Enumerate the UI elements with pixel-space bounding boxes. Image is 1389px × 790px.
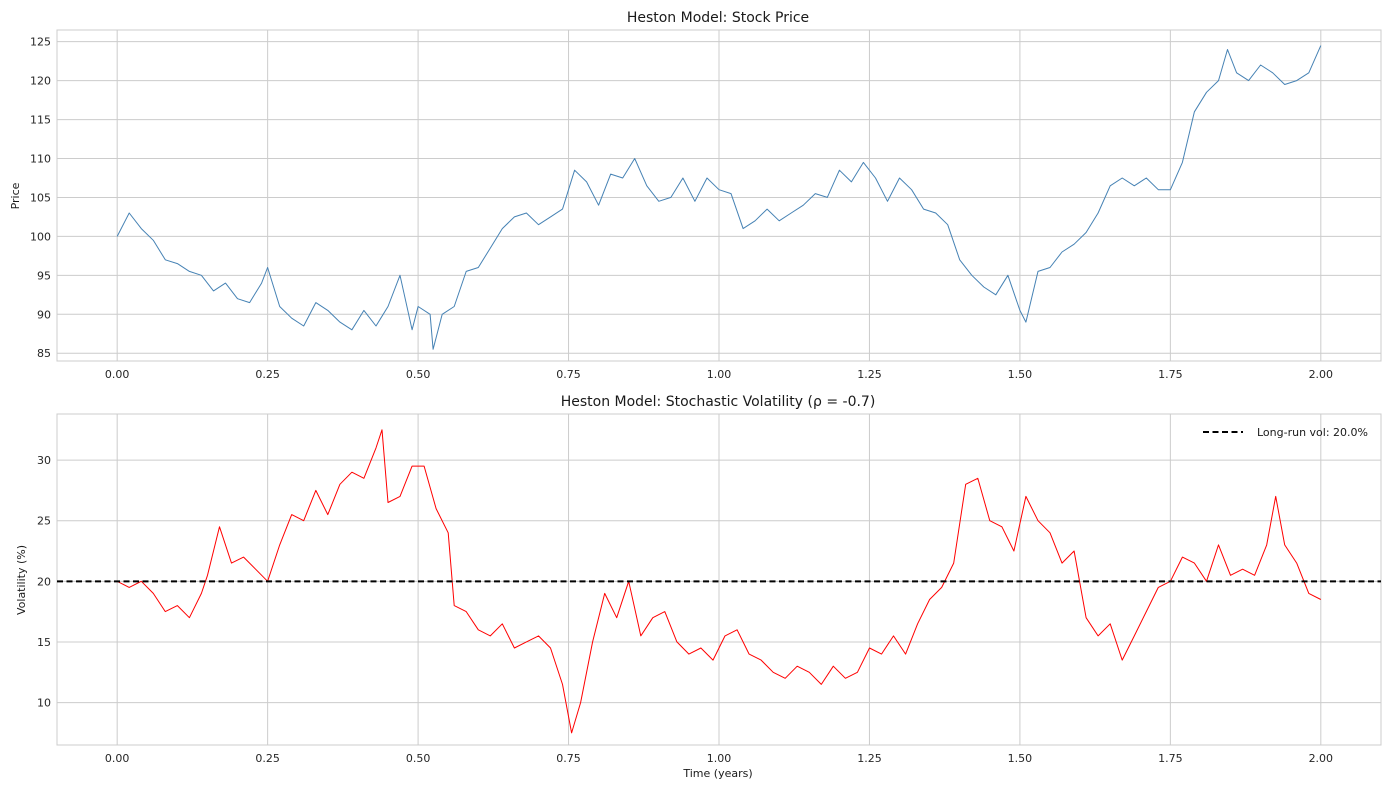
stock-price-xtick-label: 0.00 [105, 368, 130, 381]
volatility-xlabel: Time (years) [682, 767, 752, 780]
volatility-xticks: 0.00 0.25 0.50 0.75 1.00 1.25 1.50 1.75 2.00 [105, 752, 1333, 765]
stock-price-ytick-label: 115 [30, 114, 51, 127]
stock-price-grid [57, 30, 1381, 361]
volatility-ylabel: Volatility (%) [15, 545, 28, 615]
stock-price-ytick-label: 110 [30, 153, 51, 166]
stock-price-panel: Heston Model: Stock Price 0.00 0.25 0.50 0.… [9, 10, 1382, 381]
legend: Long-run vol: 20.0% [1203, 426, 1368, 439]
stock-price-ytick-label: 105 [30, 191, 51, 204]
volatility-xtick-label: 2.00 [1309, 752, 1334, 765]
volatility-xtick-label: 0.00 [105, 752, 130, 765]
volatility-xtick-label: 0.50 [406, 752, 431, 765]
stock-price-xtick-label: 2.00 [1309, 368, 1334, 381]
legend-label-long-run-vol: Long-run vol: 20.0% [1257, 426, 1368, 439]
volatility-grid [57, 414, 1381, 745]
stock-price-xtick-label: 1.75 [1158, 368, 1183, 381]
volatility-axes-frame [56, 413, 1382, 746]
stock-price-xtick-label: 0.50 [406, 368, 431, 381]
stock-price-xtick-label: 1.25 [857, 368, 882, 381]
stock-price-xtick-label: 1.00 [707, 368, 732, 381]
stock-price-ylabel: Price [9, 182, 22, 209]
stock-price-ytick-label: 85 [37, 347, 51, 360]
volatility-ytick-label: 10 [37, 697, 51, 710]
stock-price-ytick-label: 100 [30, 230, 51, 243]
stock-price-lines [116, 45, 1322, 350]
stock-price-xticks: 0.00 0.25 0.50 0.75 1.00 1.25 1.50 1.75 2.00 [105, 368, 1333, 381]
volatility-xtick-label: 0.75 [556, 752, 581, 765]
volatility-series-line [116, 429, 1322, 734]
stock-price-xtick-label: 0.75 [556, 368, 581, 381]
volatility-ytick-label: 30 [37, 454, 51, 467]
volatility-yticks: 10 15 20 25 30 [37, 454, 51, 709]
stock-price-ytick-label: 95 [37, 269, 51, 282]
stock-price-title: Heston Model: Stock Price [627, 10, 809, 26]
volatility-ytick-label: 15 [37, 636, 51, 649]
volatility-xtick-label: 0.25 [255, 752, 280, 765]
stock-price-axes-frame [56, 29, 1382, 362]
stock-price-ytick-label: 125 [30, 36, 51, 49]
stock-price-ytick-label: 120 [30, 75, 51, 88]
volatility-xtick-label: 1.75 [1158, 752, 1183, 765]
stock-price-xtick-label: 1.50 [1008, 368, 1033, 381]
volatility-ytick-label: 25 [37, 515, 51, 528]
volatility-xtick-label: 1.25 [857, 752, 882, 765]
stock-price-yticks: 85 90 95 100 105 110 115 120 125 [30, 36, 51, 361]
volatility-lines [57, 429, 1381, 734]
stock-price-series-line [116, 45, 1322, 350]
stock-price-xtick-label: 0.25 [255, 368, 280, 381]
volatility-title: Heston Model: Stochastic Volatility (ρ =… [561, 394, 876, 410]
volatility-panel: Heston Model: Stochastic Volatility (ρ =… [15, 394, 1382, 780]
volatility-ytick-label: 20 [37, 575, 51, 588]
stock-price-ytick-label: 90 [37, 308, 51, 321]
volatility-xtick-label: 1.50 [1008, 752, 1033, 765]
volatility-xtick-label: 1.00 [707, 752, 732, 765]
